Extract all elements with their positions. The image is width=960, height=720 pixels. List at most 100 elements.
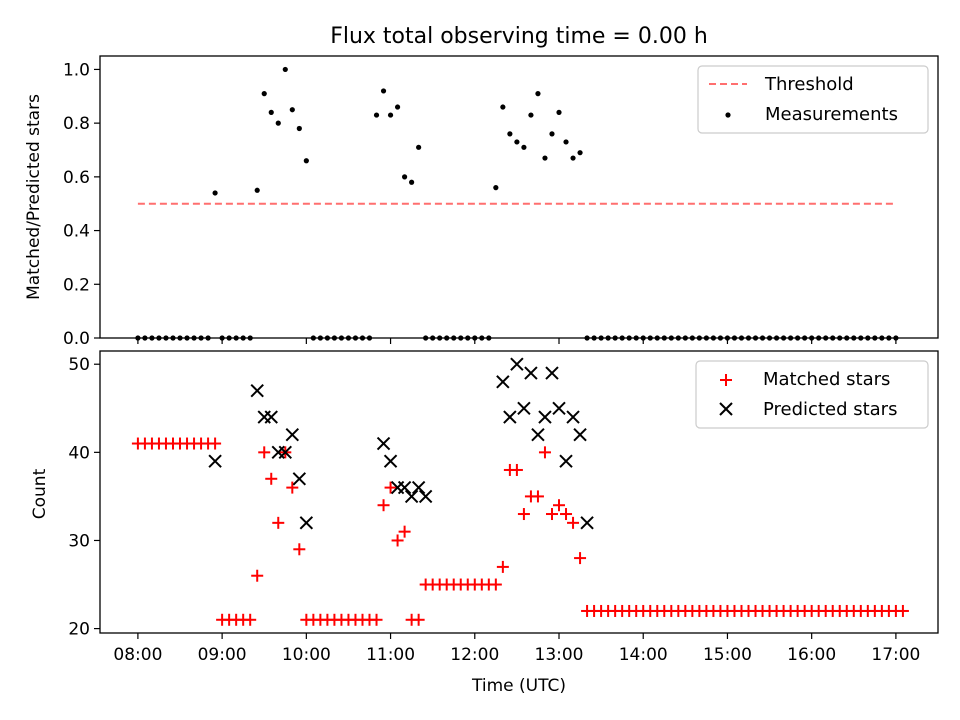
legend-matched-swatch <box>720 374 732 386</box>
top-y-tick-label: 0.0 <box>63 329 90 349</box>
bottom-legend-frame <box>695 360 929 429</box>
matched-star-point <box>560 508 573 521</box>
matched-star-point <box>370 613 383 626</box>
predicted-star-point <box>580 516 594 530</box>
predicted-star-point <box>531 428 545 442</box>
matched-star-point <box>412 613 425 626</box>
measurement-point <box>303 158 309 164</box>
matched-star-point <box>538 446 551 459</box>
measurement-point <box>514 139 520 145</box>
predicted-star-point <box>510 357 524 371</box>
measurement-point <box>549 131 555 137</box>
matched-star-point <box>531 490 544 503</box>
matched-star-point <box>398 525 411 538</box>
bottom-x-tick-label: 10:00 <box>282 645 331 665</box>
measurement-point <box>493 185 499 191</box>
top-y-tick-label: 1.0 <box>63 60 90 80</box>
measurement-point <box>500 104 506 110</box>
measurement-point <box>254 187 260 193</box>
matched-star-point <box>272 516 285 529</box>
measurement-point <box>577 150 583 156</box>
bottom-y-axis-label: Count <box>30 468 50 519</box>
matched-star-point <box>377 499 390 512</box>
matched-star-point <box>489 578 502 591</box>
measurement-point <box>535 91 541 97</box>
predicted-star-point <box>299 516 314 530</box>
predicted-star-point <box>559 454 573 468</box>
bottom-y-ticks: 20 30 40 50 <box>68 355 100 640</box>
bottom-x-tick-label: 17:00 <box>871 645 920 665</box>
bottom-axes-frame <box>99 350 939 634</box>
predicted-star-point <box>418 489 433 504</box>
predicted-star-point <box>292 472 307 486</box>
predicted-star-point <box>397 480 412 495</box>
matched-star-point <box>510 463 523 476</box>
measurement-point <box>570 155 576 161</box>
measurement-point <box>528 112 534 118</box>
bottom-y-tick-label: 30 <box>68 531 90 551</box>
measurement-point <box>387 112 394 118</box>
measurement-point <box>542 155 548 161</box>
top-x-ticks <box>137 338 897 344</box>
top-axes-frame <box>99 55 939 339</box>
measurement-point <box>563 139 569 145</box>
measurement-point <box>296 125 302 132</box>
matched-star-point <box>251 569 264 582</box>
matched-star-point <box>293 543 306 556</box>
legend-matched-label: Matched stars <box>763 369 890 390</box>
predicted-star-point <box>545 366 559 380</box>
bottom-x-tick-label: 11:00 <box>366 645 415 665</box>
bottom-x-tick-label: 13:00 <box>535 645 584 665</box>
top-panel: Flux total observing time = 0.00 h 0.00.… <box>24 24 939 349</box>
measurement-point <box>409 179 415 185</box>
measurement-point <box>289 107 295 113</box>
bottom-y-tick-label: 20 <box>68 620 90 640</box>
top-y-tick-label: 0.6 <box>63 168 90 188</box>
matched-star-point <box>265 472 278 485</box>
matched-star-point <box>391 534 404 547</box>
predicted-star-point <box>278 445 292 460</box>
bottom-y-tick-label: 40 <box>68 443 90 463</box>
bottom-x-tick-label: 08:00 <box>113 645 162 665</box>
measurement-point <box>556 109 562 115</box>
measurement-point <box>212 190 218 196</box>
predicted-star-point <box>517 401 531 415</box>
predicted-star-point <box>496 375 510 389</box>
predicted-star-point <box>538 410 552 424</box>
matched-star-point <box>496 560 509 573</box>
bottom-marks <box>131 357 909 626</box>
predicted-star-point <box>411 480 426 495</box>
predicted-star-point <box>552 401 566 415</box>
legend-threshold-label: Threshold <box>764 74 854 95</box>
bottom-y-tick-label: 50 <box>68 355 90 375</box>
matched-star-point <box>286 481 299 494</box>
predicted-star-point <box>566 410 580 424</box>
bottom-x-ticks: 08:00 09:00 10:00 11:00 12:00 13:00 14:00 15:00… <box>113 633 920 665</box>
bottom-x-tick-label: 14:00 <box>619 645 668 665</box>
predicted-star-point <box>376 436 391 451</box>
predicted-star-point <box>264 410 278 424</box>
top-y-tick-label: 0.4 <box>63 222 90 242</box>
top-legend: Threshold Measurements <box>697 65 929 134</box>
predicted-star-point <box>383 454 398 468</box>
bottom-x-tick-label: 09:00 <box>198 645 247 665</box>
top-y-tick-label: 0.2 <box>63 275 90 295</box>
matched-star-point <box>244 613 257 626</box>
predicted-star-point <box>285 428 300 442</box>
bottom-x-tick-label: 12:00 <box>450 645 499 665</box>
matched-star-point <box>574 552 587 565</box>
predicted-star-point <box>404 489 419 504</box>
top-y-tick-label: 0.8 <box>63 114 90 134</box>
measurement-point <box>373 112 380 118</box>
matched-star-point <box>258 446 271 459</box>
matched-star-point <box>209 437 222 450</box>
predicted-star-point <box>503 410 517 424</box>
matched-star-point <box>517 508 530 521</box>
matched-star-point <box>567 516 580 529</box>
measurement-point <box>275 120 281 126</box>
bottom-panel: 20 30 40 50 08:00 09:00 10:00 11:00 12:00 13:00 1… <box>30 350 939 696</box>
measurement-point <box>394 104 401 110</box>
bottom-x-tick-label: 15:00 <box>703 645 752 665</box>
measurement-point <box>507 131 513 137</box>
